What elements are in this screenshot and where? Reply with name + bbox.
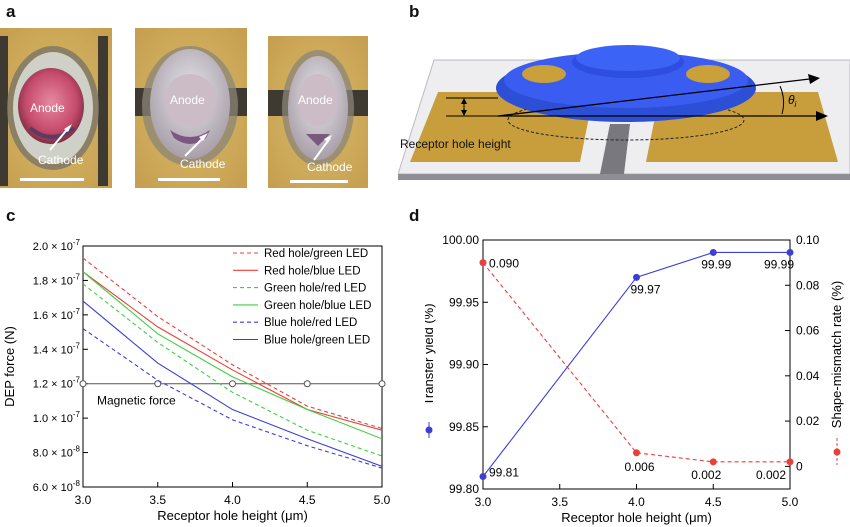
magnetic-force-point [378, 380, 386, 388]
data-label-transfer-yield: 99.81 [489, 466, 519, 480]
x-tick-label-d: 3.5 [551, 495, 568, 509]
x-tick-label-c: 3.5 [149, 493, 166, 507]
panel-letter-d: d [409, 206, 420, 225]
receptor-height-label: Receptor hole height [400, 137, 511, 151]
y-tick-label-c: 1.2 × 10-7 [33, 376, 81, 391]
data-point-shape-mismatch-rate [633, 449, 640, 457]
magnetic-force-point [229, 380, 236, 388]
series-line-green-hole-blue-led [82, 271, 383, 440]
legend-label-c: Blue hole/green LED [264, 335, 370, 347]
x-tick-label-d: 5.0 [782, 495, 799, 509]
x-tick-label-d: 4.0 [628, 495, 645, 509]
y-tick-label-c: 8.0 × 10-8 [33, 445, 81, 460]
y-tick-label-c: 6.0 × 10-8 [33, 479, 81, 494]
magnetic-force-label: Magnetic force [97, 394, 176, 408]
y-tick-label-c: 1.6 × 10-7 [33, 307, 81, 322]
y-tick-label-right-d: 0.02 [796, 414, 820, 428]
cathode-label-2: Cathode [180, 157, 226, 171]
data-label-shape-mismatch-rate: 0.090 [489, 257, 519, 271]
y-tick-label-left-d: 99.85 [449, 420, 479, 434]
anode-label-1: Anode [30, 101, 65, 115]
schematic-panel: θi Receptor hole height [398, 45, 850, 180]
y-tick-label-c: 1.8 × 10-7 [33, 272, 81, 287]
x-axis-label-c: Receptor hole height (μm) [157, 508, 308, 523]
y-tick-label-left-d: 99.95 [449, 295, 479, 309]
x-axis-label-d: Receptor hole height (μm) [561, 510, 712, 525]
panel-letter-a: a [6, 2, 16, 21]
series-line-blue-hole-green-led [82, 300, 383, 467]
y-tick-label-right-d: 0.06 [796, 324, 820, 338]
y-tick-label-left-d: 100.00 [442, 233, 479, 247]
anode-label-3: Anode [298, 93, 333, 107]
data-label-shape-mismatch-rate: 0.002 [691, 468, 721, 482]
data-point-transfer-yield [786, 248, 794, 256]
x-tick-label-c: 5.0 [374, 493, 391, 507]
y-axis-label-c: DEP force (N) [2, 326, 17, 407]
anode-label-2: Anode [170, 93, 205, 107]
data-label-shape-mismatch-rate: 0.006 [625, 460, 655, 474]
data-point-transfer-yield [709, 248, 717, 256]
data-label-shape-mismatch-rate: 0.002 [756, 468, 786, 482]
panel-letter-c: c [6, 206, 16, 225]
series-line-blue-hole-red-led [82, 328, 383, 469]
y-tick-label-c: 2.0 × 10-7 [33, 238, 81, 253]
series-line-red-hole-green-led [82, 257, 383, 429]
x-tick-label-d: 3.0 [475, 495, 492, 509]
y-axis-label-right-d: Shape-mismatch rate (%) [829, 281, 844, 428]
x-tick-label-d: 4.5 [705, 495, 722, 509]
micrograph-1 [0, 28, 112, 188]
micrograph-3 [268, 36, 368, 188]
series-line-transfer-yield [482, 251, 790, 477]
panel-letter-b: b [409, 2, 420, 21]
y-tick-label-left-d: 99.80 [449, 482, 479, 496]
y-tick-label-left-d: 99.90 [449, 358, 479, 372]
series-line-red-hole-blue-led [82, 271, 383, 431]
series-line-green-hole-red-led [82, 283, 383, 457]
y-tick-label-right-d: 0.04 [796, 369, 820, 383]
legend-label-c: Red hole/green LED [264, 248, 368, 260]
legend-label-c: Blue hole/red LED [264, 317, 357, 329]
data-label-transfer-yield: 99.99 [701, 257, 731, 271]
data-point-shape-mismatch-rate [709, 458, 717, 466]
y-tick-label-right-d: 0 [796, 459, 803, 473]
y-tick-label-c: 1.0 × 10-7 [33, 410, 81, 425]
legend-label-c: Red hole/blue LED [264, 265, 361, 277]
x-tick-label-c: 3.0 [75, 493, 92, 507]
y-axis-label-left-d: Transfer yield (%) [425, 303, 436, 405]
micrograph-2 [135, 28, 247, 188]
y-tick-label-right-d: 0.10 [796, 233, 820, 247]
magnetic-force-point [79, 380, 87, 388]
legend-label-c: Green hole/red LED [264, 283, 366, 295]
x-tick-label-c: 4.0 [224, 493, 241, 507]
data-point-transfer-yield [633, 273, 640, 281]
x-tick-label-c: 4.5 [299, 493, 316, 507]
data-label-transfer-yield: 99.99 [764, 257, 794, 271]
y-tick-label-right-d: 0.08 [796, 278, 820, 292]
data-point-transfer-yield [479, 473, 487, 481]
chart-d: 3.0 3.5 4.0 4.5 5.0 100.00 99.95 99.90 99.85 99.8… [425, 233, 844, 525]
angle-label: θi [788, 93, 797, 109]
data-label-transfer-yield: 99.97 [631, 282, 661, 296]
y-axis-right-marker [833, 448, 841, 456]
chart-c: 3.0 3.5 4.0 4.5 5.0 2.0 × 10-7 1.8 × 10-7 1.6 ×… [2, 238, 391, 523]
micrograph-panel: Anode Cathode Anode Cathode Anode Cathod… [0, 28, 368, 188]
magnetic-force-point [303, 380, 311, 388]
legend-label-c: Green hole/blue LED [264, 300, 371, 312]
data-point-shape-mismatch-rate [479, 259, 487, 267]
y-tick-label-c: 1.4 × 10-7 [33, 341, 81, 356]
data-point-shape-mismatch-rate [786, 458, 794, 466]
cathode-label-3: Cathode [307, 160, 353, 174]
cathode-label-1: Cathode [38, 153, 84, 167]
series-line-shape-mismatch-rate [482, 262, 790, 463]
